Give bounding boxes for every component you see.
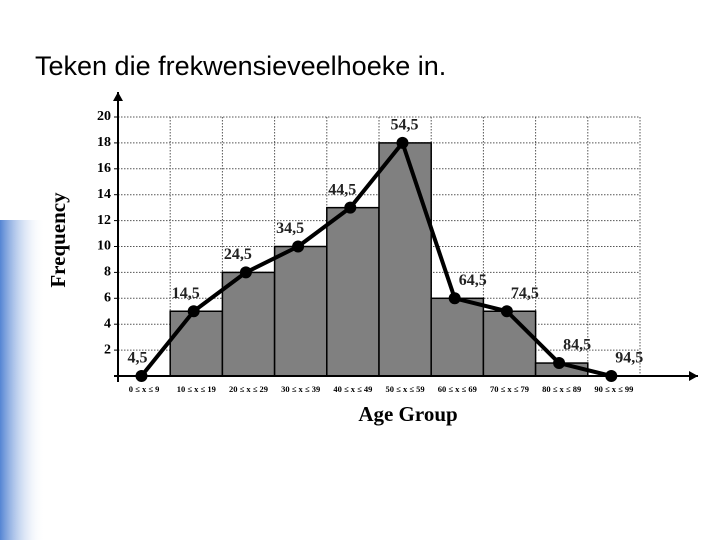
slide-title: Teken die frekwensieveelhoeke in. — [35, 51, 446, 81]
point-label: 64,5 — [459, 272, 487, 289]
chart: 2 4 6 8 10 12 14 16 18 20 0 ≤ x ≤ 9 10 ≤ x ≤ 19 20 ≤… — [97, 92, 698, 394]
x-tick-label: 40 ≤ x ≤ 49 — [333, 384, 372, 394]
x-tick-label: 60 ≤ x ≤ 69 — [438, 384, 477, 394]
slide-decoration — [0, 220, 45, 540]
x-tick-label: 20 ≤ x ≤ 29 — [229, 384, 268, 394]
polygon-point — [187, 305, 200, 318]
y-tick-label: 10 — [97, 239, 111, 254]
polygon-point — [292, 240, 305, 253]
polygon-point — [553, 357, 566, 370]
x-tick-label: 90 ≤ x ≤ 99 — [594, 384, 633, 394]
point-label: 4,5 — [127, 350, 147, 367]
x-tick-label: 30 ≤ x ≤ 39 — [281, 384, 320, 394]
x-tick-label: 10 ≤ x ≤ 19 — [177, 384, 216, 394]
point-label: 44,5 — [328, 181, 356, 198]
bar — [169, 310, 224, 377]
point-label: 34,5 — [276, 220, 304, 237]
bar — [273, 245, 328, 377]
bar — [326, 206, 380, 377]
y-tick-label: 16 — [97, 161, 111, 176]
y-axis-label: Frequency — [46, 192, 70, 288]
polygon-point — [396, 136, 409, 149]
y-tick-label: 20 — [97, 109, 111, 124]
y-axis-arrow — [113, 92, 123, 101]
polygon-point — [135, 370, 148, 382]
bar — [221, 271, 276, 377]
x-tick-label: 70 ≤ x ≤ 79 — [490, 384, 529, 394]
y-tick-label: 4 — [104, 316, 111, 331]
y-tick-label: 14 — [97, 187, 111, 202]
point-label: 24,5 — [224, 246, 252, 263]
point-label: 54,5 — [390, 117, 418, 134]
point-label: 84,5 — [563, 337, 591, 354]
y-tick-label: 2 — [104, 342, 111, 357]
bar — [378, 142, 432, 377]
frequency-polygon — [139, 140, 612, 378]
y-tick-label: 6 — [104, 291, 111, 306]
polygon-point — [448, 292, 461, 305]
point-label: 94,5 — [615, 350, 643, 367]
polygon-point — [344, 201, 357, 214]
polygon-point — [239, 266, 252, 279]
bar — [430, 297, 485, 377]
x-axis-arrow — [689, 371, 698, 381]
x-tick-label: 0 ≤ x ≤ 9 — [129, 384, 160, 394]
y-tick-label: 8 — [104, 265, 111, 280]
polygon-point — [500, 305, 513, 318]
y-tick-label: 18 — [97, 135, 111, 150]
x-tick-label: 80 ≤ x ≤ 89 — [542, 384, 581, 394]
polygon-point — [605, 370, 618, 382]
y-tick-label: 12 — [97, 213, 111, 228]
x-axis-label: Age Group — [358, 402, 457, 426]
point-label: 14,5 — [172, 285, 200, 302]
point-label: 74,5 — [511, 285, 539, 302]
bar — [482, 310, 537, 377]
x-tick-label: 50 ≤ x ≤ 59 — [386, 384, 425, 394]
